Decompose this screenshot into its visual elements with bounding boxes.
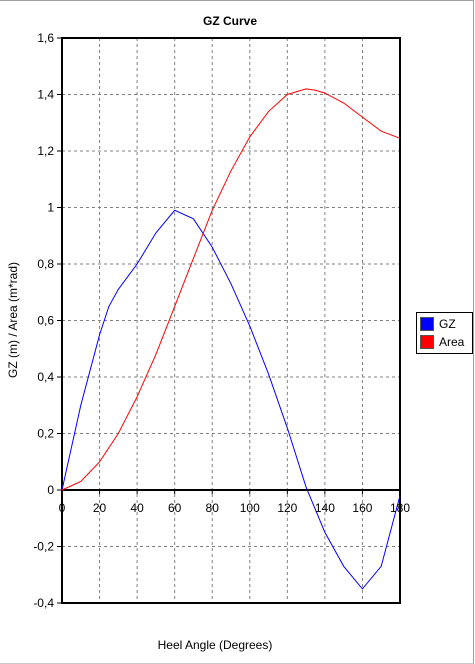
x-axis-label: Heel Angle (Degrees) — [158, 638, 273, 652]
y-tick-label: 1,4 — [37, 88, 54, 102]
chart-title: GZ Curve — [203, 14, 257, 28]
y-tick-label: -0,2 — [33, 540, 54, 554]
y-tick-label: -0,4 — [33, 596, 54, 610]
grid — [62, 38, 400, 603]
x-tick-label: 40 — [130, 501, 144, 515]
series-line-area — [61, 88, 401, 491]
x-tick-label: 80 — [206, 501, 220, 515]
y-tick-label: 0,4 — [37, 370, 54, 384]
x-tick-label: 0 — [59, 501, 66, 515]
series-line-gz — [61, 209, 401, 590]
x-tick-label: 120 — [277, 501, 297, 515]
y-tick-label: 1,6 — [37, 31, 54, 45]
y-tick-label: 1,2 — [37, 144, 54, 158]
legend-item-area: Area — [420, 334, 464, 350]
legend: GZ Area — [416, 312, 473, 354]
legend-item-gz: GZ — [420, 316, 456, 332]
x-tick-label: 140 — [315, 501, 335, 515]
x-tick-label: 180 — [390, 501, 410, 515]
legend-swatch-gz — [420, 317, 434, 331]
x-tick-label: 100 — [240, 501, 260, 515]
axes — [57, 37, 401, 604]
x-tick-label: 60 — [168, 501, 182, 515]
y-tick-label: 0,8 — [37, 257, 54, 271]
y-axis-label: GZ (m) / Area (m*rad) — [6, 262, 20, 378]
plot-frame — [61, 37, 401, 604]
x-tick-label: 20 — [93, 501, 107, 515]
legend-swatch-area — [420, 335, 434, 349]
legend-label-gz: GZ — [439, 317, 456, 331]
x-tick-labels: 0 20 40 60 80 100 120 140 160 180 — [59, 501, 411, 515]
legend-label-area: Area — [439, 335, 465, 349]
y-tick-label: 0 — [47, 483, 54, 497]
y-tick-label: 1 — [47, 201, 54, 215]
x-tick-label: 160 — [352, 501, 372, 515]
y-tick-labels: 1,6 1,4 1,2 1 0,8 0,6 0,4 0,2 0 -0,2 -0,4 — [33, 31, 54, 610]
y-tick-label: 0,6 — [37, 314, 54, 328]
series-layer — [61, 88, 401, 590]
y-tick-label: 0,2 — [37, 427, 54, 441]
